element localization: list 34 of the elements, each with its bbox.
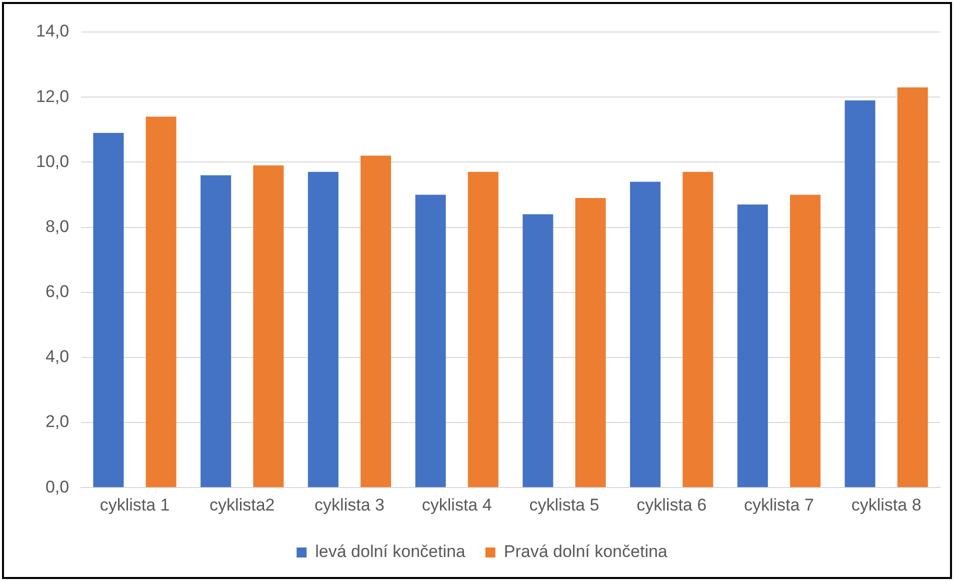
bar [308, 172, 338, 488]
bar [200, 175, 232, 488]
y-tick-label: 10,0 [36, 152, 70, 171]
y-tick-label: 6,0 [45, 282, 70, 302]
y-tick-label: 4,0 [45, 347, 70, 366]
legend-label: levá dolní končetina [315, 542, 466, 562]
x-tick-label: cyklista 4 [422, 495, 492, 514]
bar [415, 194, 446, 488]
y-tick-label: 14,0 [36, 22, 70, 41]
x-tick-label: cyklista2 [210, 495, 275, 514]
bar [630, 182, 661, 488]
y-tick-label: 8,0 [45, 216, 70, 236]
bar [575, 198, 606, 488]
bar [737, 204, 768, 488]
x-tick-label: cyklista 1 [100, 495, 170, 514]
bar [360, 156, 392, 488]
bar [146, 116, 176, 488]
bar [682, 172, 714, 488]
x-tick-label: cyklista 3 [314, 495, 384, 514]
y-tick-label: 12,0 [36, 86, 70, 106]
x-tick-label: cyklista 5 [529, 495, 600, 514]
bar [844, 100, 876, 488]
x-tick-label: cyklista 6 [636, 495, 707, 514]
bar [93, 132, 124, 488]
legend-label: Pravá dolní končetina [504, 542, 668, 562]
bar [897, 87, 928, 488]
bar [522, 214, 554, 488]
x-tick-label: cyklista 8 [851, 495, 922, 514]
bar [468, 172, 498, 488]
y-tick-label: 2,0 [45, 412, 70, 432]
y-tick-label: 0,0 [45, 477, 70, 496]
x-tick-label: cyklista 7 [744, 495, 814, 514]
bar [253, 165, 284, 488]
bar [790, 194, 821, 488]
